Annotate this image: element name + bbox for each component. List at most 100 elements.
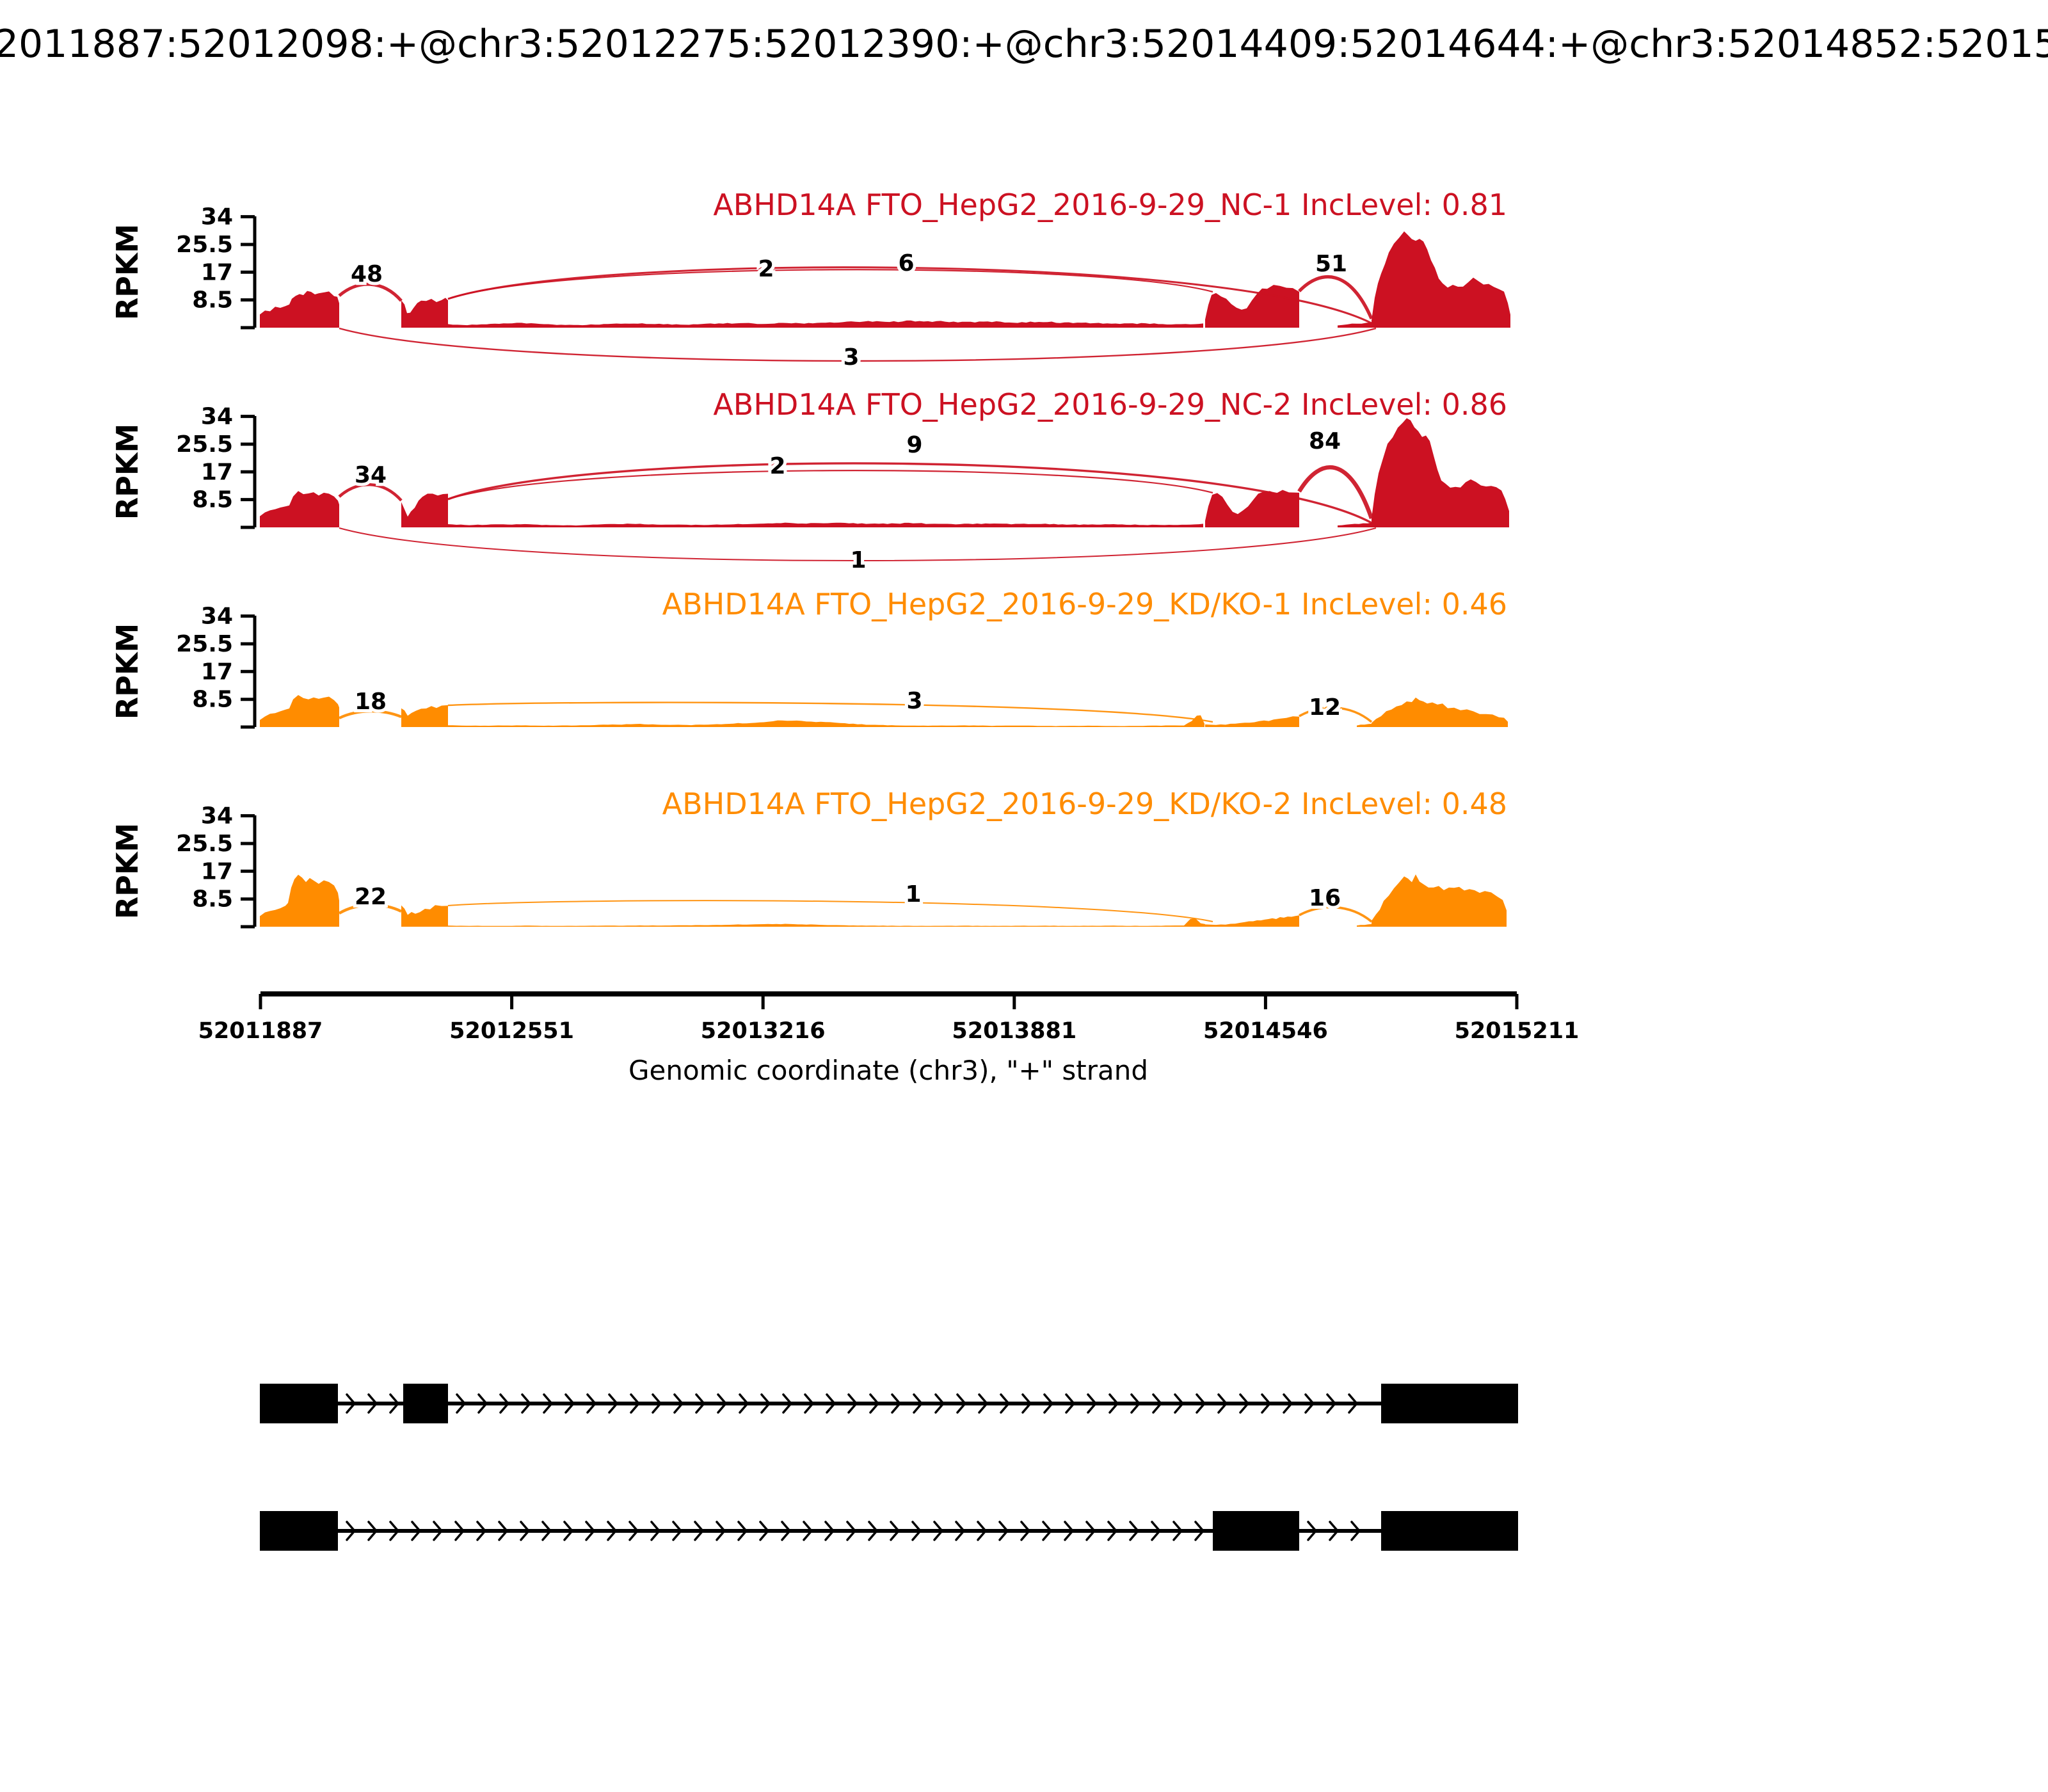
track-title: ABHD14A FTO_HepG2_2016-9-29_NC-2 IncLeve… [713,387,1507,422]
junction-arc [339,527,1377,561]
junction-count-label: 84 [1309,428,1341,454]
junction-count-label: 9 [906,432,922,458]
coverage-area [448,320,1203,328]
strand-arrow-chevrons [346,1393,399,1414]
junction-arc [447,900,1213,922]
rpkm-tick-label: 25.5 [176,631,233,657]
x-tick-label: 52015211 [1455,1018,1580,1044]
strand-arrow-chevrons [456,1393,1358,1414]
x-tick-label: 52014546 [1203,1018,1328,1044]
coverage-area [1205,915,1299,927]
junction-arc [1298,275,1373,320]
coverage-area [401,705,448,727]
rpkm-axis [241,614,257,729]
rpkm-axis-label: RPKM [110,424,145,520]
junction-arc [338,282,403,302]
rpkm-tick-label: 34 [201,803,233,829]
junction-arc [338,903,402,915]
gene-model [260,1384,1518,1551]
junction-arc [447,701,1213,723]
junction-arc [338,483,403,502]
rpkm-tick-label: 8.5 [192,886,233,913]
rpkm-axis [241,814,257,929]
junction-count-label: 2 [758,256,774,282]
coverage-area [1372,418,1509,527]
coverage-area [1372,231,1510,328]
rpkm-tick-label: 34 [201,604,233,630]
junction-count-label: 3 [906,688,922,714]
coverage-area [1357,723,1372,727]
rpkm-tick-label: 8.5 [192,487,233,513]
strand-arrow-chevrons [346,1521,1204,1541]
x-axis: 52011887 52012551 52013216 52013881 52014546… [198,991,1580,1044]
coverage-area [401,905,448,927]
coverage-area [1372,697,1508,727]
junction-count-label: 12 [1309,694,1341,721]
exon-rect [260,1384,338,1423]
exon-rect [1381,1384,1518,1423]
x-tick-label: 52013881 [952,1018,1076,1044]
junction-count-label: 48 [351,261,383,287]
coverage-area [448,918,1205,927]
rpkm-tick-label: 17 [201,659,233,685]
rpkm-tick-label: 25.5 [176,232,233,258]
junction-arc [1299,906,1373,923]
coverage-area [1205,716,1299,727]
coverage-area [448,715,1204,727]
isoform-row-2 [260,1511,1518,1551]
x-tick-label: 52012551 [449,1018,574,1044]
rpkm-tick-label: 34 [201,404,233,430]
rpkm-tick-label: 25.5 [176,431,233,458]
junction-arc [447,266,1372,324]
x-tick-label: 52011887 [198,1018,323,1044]
rpkm-tick-label: 17 [201,259,233,285]
junction-arc [339,327,1377,362]
coverage-area [260,695,339,727]
exon-rect [1381,1511,1518,1551]
coverage-area [1357,924,1372,927]
junction-count-label: 1 [905,881,921,908]
coverage-area [448,522,1203,527]
exon-rect [1213,1511,1299,1551]
junction-count-label: 3 [843,344,859,371]
coverage-area [260,874,339,927]
track-title: ABHD14A FTO_HepG2_2016-9-29_KD/KO-2 IncL… [662,787,1507,821]
coverage-area [1338,322,1372,328]
page-title: r3:52011887:52012098:+@chr3:52012275:520… [0,22,2048,67]
rpkm-tick-label: 17 [201,459,233,485]
junction-arc [447,462,1372,524]
rpkm-axis-label: RPKM [110,224,145,321]
junction-count-label: 18 [355,689,387,715]
junction-arc [1299,706,1373,723]
rpkm-tick-label: 25.5 [176,831,233,857]
exon-rect [260,1511,338,1551]
rpkm-tick-label: 34 [201,204,233,230]
junction-count-label: 2 [769,453,785,479]
rpkm-tick-label: 8.5 [192,687,233,713]
coverage-area [260,291,339,328]
x-tick-label: 52013216 [701,1018,826,1044]
junction-count-label: 16 [1309,885,1341,911]
coverage-area [1338,522,1372,527]
rpkm-axis [241,215,257,330]
junction-count-label: 34 [355,462,387,488]
rpkm-axis [241,415,257,529]
coverage-area [1372,874,1507,927]
junction-count-label: 22 [355,884,387,910]
coverage-area [260,491,339,527]
isoform-row-1 [260,1384,1518,1423]
rpkm-tick-label: 8.5 [192,287,233,314]
exon-rect [403,1384,448,1423]
junction-count-label: 51 [1315,251,1347,277]
track-title: ABHD14A FTO_HepG2_2016-9-29_NC-1 IncLeve… [713,188,1507,222]
coverage-area [401,493,448,527]
strand-arrow-chevrons [1307,1521,1361,1541]
junction-count-label: 6 [898,250,914,276]
